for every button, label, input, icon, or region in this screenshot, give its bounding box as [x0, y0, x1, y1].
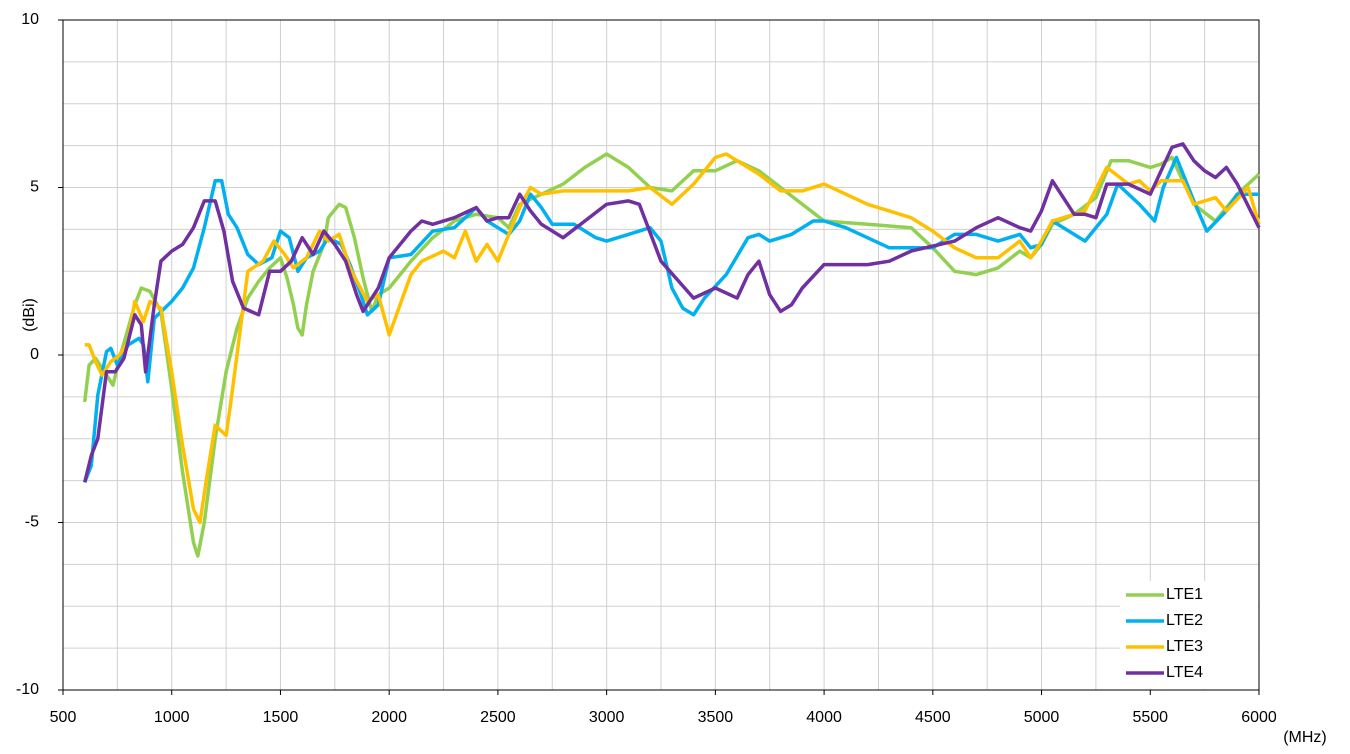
x-tick-label: 3000: [589, 709, 625, 726]
x-tick-label: 4500: [915, 709, 951, 726]
x-tick-label: 5000: [1024, 709, 1060, 726]
y-tick-label: 10: [21, 11, 39, 28]
legend-label: LTE3: [1166, 638, 1203, 655]
legend-label: LTE1: [1166, 586, 1203, 603]
y-tick-label: 5: [30, 179, 39, 196]
x-tick-label: 2000: [371, 709, 407, 726]
x-tick-label: 1000: [154, 709, 190, 726]
x-tick-label: 5500: [1132, 709, 1168, 726]
x-tick-label: 4000: [806, 709, 842, 726]
y-tick-label: -10: [16, 681, 39, 698]
x-tick-label: 500: [50, 709, 77, 726]
x-axis-label: (MHz): [1283, 729, 1327, 746]
x-tick-label: 3500: [698, 709, 734, 726]
y-axis-label: (dBi): [21, 298, 38, 332]
y-tick-label: -5: [25, 514, 39, 531]
series-line: [82, 152, 1261, 558]
legend-box: [1120, 581, 1258, 689]
legend-label: LTE4: [1166, 664, 1203, 681]
series-line: [84, 152, 1261, 525]
y-tick-label: 0: [30, 346, 39, 363]
series-line: [83, 142, 1261, 483]
x-tick-label: 1500: [263, 709, 299, 726]
x-tick-label: 6000: [1241, 709, 1277, 726]
legend-label: LTE2: [1166, 612, 1203, 629]
x-tick-label: 2500: [480, 709, 516, 726]
